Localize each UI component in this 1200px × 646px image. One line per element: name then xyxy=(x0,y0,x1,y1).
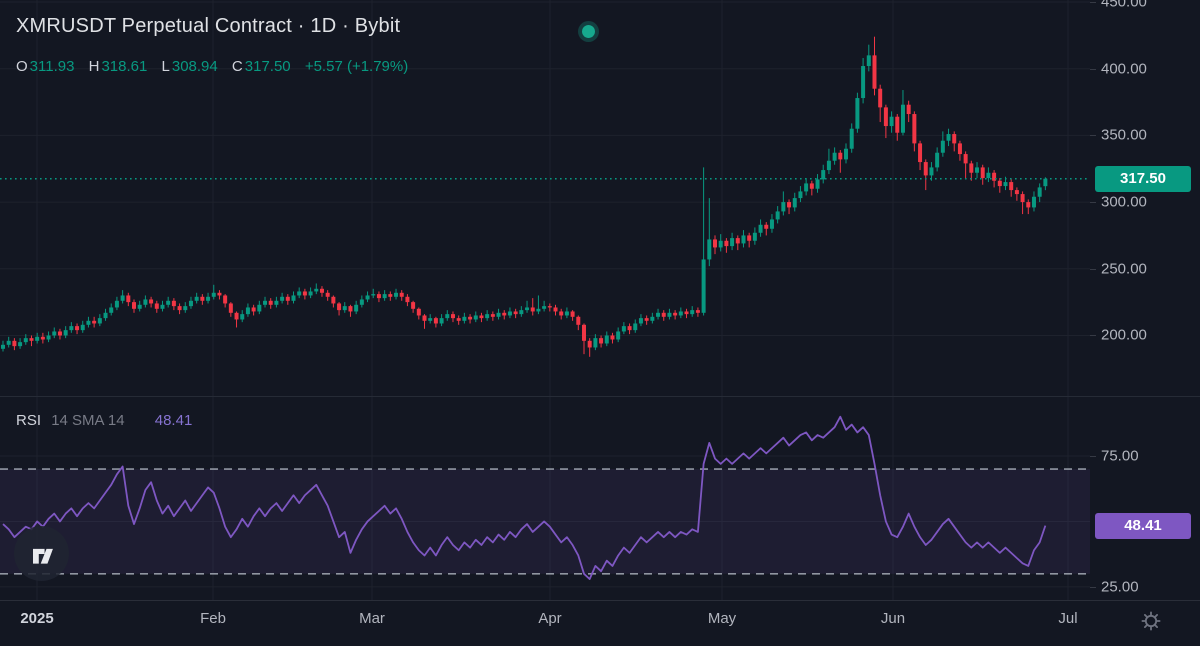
axis-tick-mark xyxy=(1090,268,1096,270)
open-value: 311.93 xyxy=(29,58,75,75)
low-label: L xyxy=(161,58,170,75)
low-value: 308.94 xyxy=(171,58,218,75)
close-label: C xyxy=(231,58,243,75)
open-label: O xyxy=(16,58,28,75)
time-tick-month: Apr xyxy=(538,610,562,627)
rsi-value: 48.41 xyxy=(154,412,193,429)
time-tick-month: Mar xyxy=(359,610,385,627)
high-value: 318.61 xyxy=(101,58,148,75)
price-candlestick-pane[interactable] xyxy=(0,0,1090,396)
ohlc-legend: O 311.93 H 318.61 L 308.94 C 317.50 +5.57 (+… xyxy=(16,58,408,75)
time-tick-month: May xyxy=(707,610,737,627)
axis-tick-label: 400.00 xyxy=(1101,60,1147,78)
time-axis[interactable]: 2025 Feb Mar Apr May Jun Jul xyxy=(0,600,1200,646)
axis-tick-label: 450.00 xyxy=(1101,0,1147,11)
rsi-indicator-pane[interactable] xyxy=(0,397,1090,600)
axis-tick-mark xyxy=(1090,335,1096,337)
tradingview-logo[interactable] xyxy=(14,526,69,581)
close-value: 317.50 xyxy=(244,58,291,75)
axis-tick-mark xyxy=(1090,2,1096,3)
symbol-title[interactable]: XMRUSDT Perpetual Contract · 1D · Bybit xyxy=(16,15,401,37)
time-tick-year: 2025 xyxy=(20,610,54,627)
rsi-legend[interactable]: RSI 14 SMA 14 48.41 xyxy=(16,412,192,429)
last-price-badge: 317.50 xyxy=(1095,165,1191,192)
axis-tick-label: 300.00 xyxy=(1101,193,1147,211)
axis-tick-label: 25.00 xyxy=(1101,578,1139,596)
rsi-params: 14 SMA 14 xyxy=(51,412,125,429)
axis-tick-mark xyxy=(1090,202,1096,204)
price-axis[interactable]: 317.50 48.41 450.00 400.00 350.00 300.00 250… xyxy=(1090,0,1200,600)
rsi-name: RSI xyxy=(16,412,42,429)
rsi-value-badge: 48.41 xyxy=(1095,512,1191,539)
axis-tick-mark xyxy=(1090,68,1096,70)
axis-tick-mark xyxy=(1090,586,1096,588)
time-tick-month: Jul xyxy=(1058,610,1078,627)
axis-tick-label: 250.00 xyxy=(1101,260,1147,278)
axis-tick-label: 350.00 xyxy=(1101,126,1147,144)
market-status-dot[interactable] xyxy=(578,21,599,42)
high-label: H xyxy=(88,58,100,75)
axis-tick-mark xyxy=(1090,456,1096,457)
time-tick-month: Jun xyxy=(880,610,906,627)
axis-tick-label: 75.00 xyxy=(1101,447,1139,465)
axis-tick-mark xyxy=(1090,135,1096,137)
gear-icon[interactable] xyxy=(1139,609,1163,633)
axis-tick-label: 200.00 xyxy=(1101,326,1147,344)
tradingview-logo-mark xyxy=(32,548,53,564)
change-value: +5.57 (+1.79%) xyxy=(304,58,409,75)
pane-separator[interactable] xyxy=(0,396,1200,397)
time-tick-month: Feb xyxy=(200,610,226,627)
